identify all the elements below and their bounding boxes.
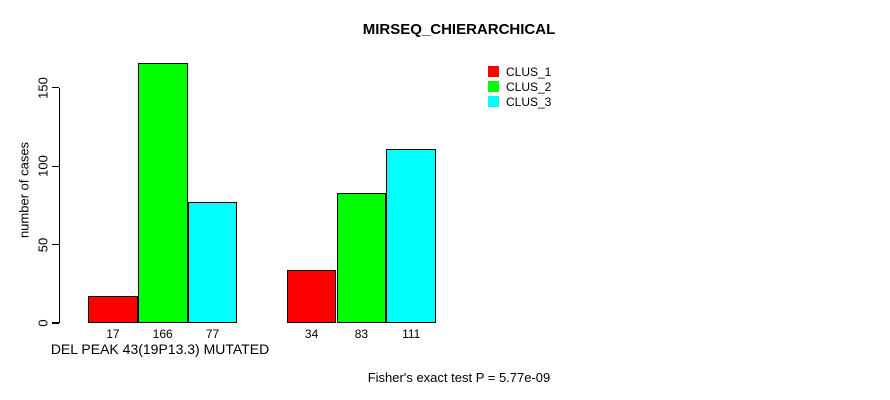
legend-item: CLUS_1: [488, 64, 551, 79]
bar-clus_2-group1: [137, 62, 188, 323]
y-tick: [51, 322, 59, 324]
y-tick-label: 150: [35, 76, 51, 99]
bar-value-label: 34: [304, 327, 319, 341]
bar-value-label: 166: [152, 327, 173, 341]
bar-clus_3-group1: [187, 202, 238, 323]
y-axis-line: [58, 87, 60, 323]
fisher-test-annotation: Fisher's exact test P = 5.77e-09: [367, 370, 551, 385]
y-tick-label: 50: [35, 237, 51, 252]
legend-swatch: [488, 81, 499, 92]
y-tick-label: 0: [35, 319, 51, 327]
bar-clus_1-group2: [286, 269, 337, 323]
legend-label: CLUS_3: [506, 94, 552, 109]
bar-clus_2-group2: [336, 192, 387, 323]
y-tick-label: 100: [35, 155, 51, 177]
chart-title: MIRSEQ_CHIERARCHICAL: [362, 21, 556, 38]
bar-clus_3-group2: [386, 148, 437, 323]
bar-value-label: 83: [354, 327, 369, 341]
legend-label: CLUS_2: [506, 79, 552, 94]
x-axis-group-label: DEL PEAK 43(19P13.3) MUTATED: [50, 341, 270, 357]
y-axis-title: number of cases: [16, 141, 32, 239]
y-tick: [51, 243, 59, 246]
legend-label: CLUS_1: [506, 64, 552, 79]
bar-value-label: 77: [205, 327, 220, 341]
bar-value-label: 111: [402, 327, 421, 341]
legend-swatch: [488, 96, 499, 107]
bar-clus_1-group1: [88, 296, 138, 323]
legend: CLUS_1 CLUS_2 CLUS_3: [488, 64, 551, 109]
bar-value-label: 17: [106, 327, 120, 341]
legend-swatch: [488, 66, 499, 77]
y-tick: [51, 87, 59, 89]
y-tick: [51, 165, 59, 167]
legend-item: CLUS_2: [488, 79, 551, 94]
legend-item: CLUS_3: [488, 94, 551, 109]
